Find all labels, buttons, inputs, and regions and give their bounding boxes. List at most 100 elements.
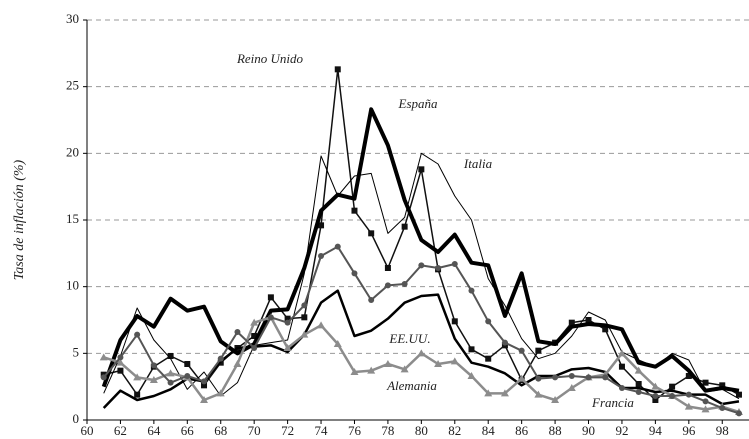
marker <box>117 367 124 374</box>
x-tick-label: 98 <box>716 423 729 438</box>
marker <box>669 383 676 390</box>
x-tick-label: 92 <box>615 423 628 438</box>
marker <box>702 379 709 386</box>
marker <box>233 360 242 367</box>
x-tick-label: 88 <box>549 423 562 438</box>
x-tick-label: 62 <box>114 423 127 438</box>
x-tick-label: 78 <box>381 423 394 438</box>
series-label: EE.UU. <box>388 331 430 346</box>
y-tick-label: 5 <box>73 344 80 359</box>
marker <box>149 376 158 383</box>
x-tick-label: 96 <box>682 423 696 438</box>
marker <box>300 330 309 338</box>
x-tick-label: 94 <box>649 423 663 438</box>
marker <box>134 391 141 398</box>
marker <box>216 389 225 397</box>
marker <box>384 282 391 289</box>
marker <box>383 360 392 367</box>
marker <box>535 375 542 382</box>
marker <box>552 374 559 381</box>
marker <box>517 374 526 382</box>
marker <box>468 346 475 353</box>
series-label: Italia <box>463 156 493 171</box>
series-label: Reino Unido <box>236 51 304 66</box>
series-label: Francia <box>591 395 634 410</box>
marker <box>418 166 425 173</box>
marker <box>317 321 326 329</box>
marker <box>334 66 341 73</box>
marker <box>535 347 542 354</box>
y-tick-label: 10 <box>66 278 79 293</box>
marker <box>251 333 258 339</box>
marker <box>435 265 442 271</box>
marker <box>284 315 291 322</box>
marker <box>184 361 191 367</box>
marker <box>134 331 141 338</box>
marker <box>735 410 742 417</box>
x-tick-label: 76 <box>348 423 362 438</box>
marker <box>267 314 274 321</box>
marker <box>685 391 692 398</box>
marker <box>485 355 492 362</box>
marker <box>401 281 408 287</box>
x-tick-label: 80 <box>415 423 428 438</box>
x-tick-label: 90 <box>582 423 595 438</box>
marker <box>116 358 125 366</box>
marker <box>567 384 576 391</box>
marker <box>351 270 358 277</box>
marker <box>635 389 642 395</box>
marker <box>652 393 659 399</box>
series-label: Alemania <box>386 378 437 393</box>
marker <box>150 362 157 369</box>
marker <box>450 357 459 365</box>
marker <box>451 261 458 267</box>
marker <box>735 391 742 398</box>
marker <box>551 396 560 403</box>
marker <box>251 345 258 351</box>
marker <box>99 353 108 361</box>
x-tick-label: 66 <box>181 423 195 438</box>
x-tick-label: 70 <box>248 423 261 438</box>
marker <box>284 319 291 326</box>
marker <box>500 389 509 397</box>
x-tick-label: 82 <box>448 423 461 438</box>
marker <box>618 385 625 391</box>
y-tick-label: 30 <box>66 11 79 26</box>
x-tick-label: 84 <box>482 423 496 438</box>
marker <box>250 318 259 326</box>
marker <box>485 318 492 325</box>
marker <box>267 294 274 301</box>
marker <box>301 314 308 321</box>
marker <box>350 368 359 375</box>
x-tick-label: 68 <box>214 423 227 438</box>
marker <box>401 223 408 230</box>
y-axis-label: Tasa de inflación (%) <box>12 159 27 280</box>
x-tick-label: 60 <box>81 423 94 438</box>
marker <box>585 317 592 323</box>
marker <box>568 319 575 326</box>
marker <box>368 297 375 303</box>
y-tick-label: 15 <box>66 211 79 226</box>
marker <box>467 372 476 379</box>
marker <box>201 382 208 389</box>
marker <box>635 381 642 387</box>
marker <box>652 397 659 403</box>
marker <box>301 302 308 309</box>
series-line <box>101 107 740 393</box>
series-line <box>103 152 740 400</box>
marker <box>518 347 525 354</box>
marker <box>434 360 443 367</box>
marker <box>234 329 241 335</box>
marker <box>484 389 493 397</box>
x-tick-label: 64 <box>147 423 161 438</box>
x-tick-label: 74 <box>315 423 329 438</box>
y-tick-label: 20 <box>66 144 79 159</box>
marker <box>634 366 643 374</box>
x-tick-label: 72 <box>281 423 294 438</box>
marker <box>167 379 174 386</box>
marker <box>201 378 208 385</box>
marker <box>368 230 375 237</box>
marker <box>585 374 592 381</box>
marker <box>184 373 191 379</box>
